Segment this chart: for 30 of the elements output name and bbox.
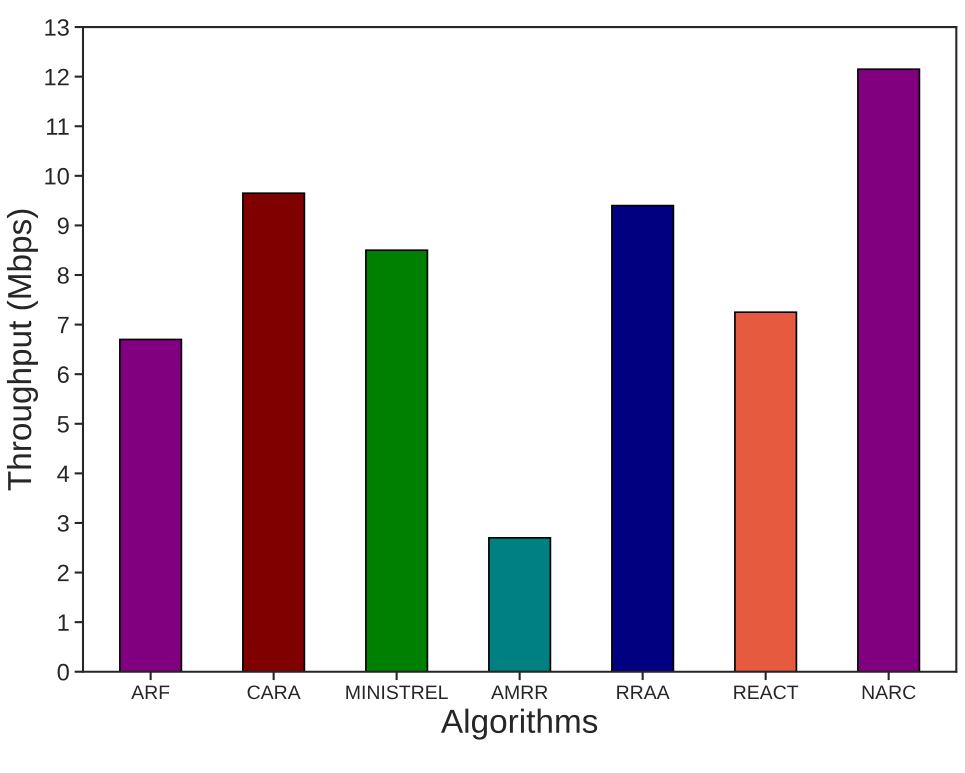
x-tick-label: CARA <box>248 685 301 700</box>
bar <box>119 338 182 672</box>
y-tick-label: 7 <box>58 316 69 334</box>
y-tick-label: 8 <box>58 267 69 284</box>
y-tick-label: 4 <box>57 466 70 482</box>
bar <box>242 192 306 672</box>
y-tick-label: 9 <box>58 217 69 234</box>
x-tick-label: MINISTREL <box>346 685 448 700</box>
y-tick-label: 1 <box>58 614 69 631</box>
y-tick-label: 10 <box>45 168 69 185</box>
bar <box>488 537 552 672</box>
x-tick-label: REACT <box>734 685 798 700</box>
x-tick-label: AMRR <box>491 686 548 700</box>
x-tick-label: NARC <box>862 685 916 700</box>
y-tick-label: 6 <box>58 366 69 383</box>
bar <box>611 204 674 672</box>
y-axis-title: Throughput (Mbps) <box>6 210 38 490</box>
y-tick-label: 11 <box>47 118 69 135</box>
y-tick-label: 13 <box>45 19 69 36</box>
y-tick-label: 12 <box>45 68 69 86</box>
bar <box>857 68 920 672</box>
y-tick-label: 2 <box>58 564 69 582</box>
y-tick-label: 3 <box>58 515 69 532</box>
y-tick-label: 0 <box>58 664 69 681</box>
x-axis-title: Algorithms <box>440 708 598 740</box>
x-tick-label: RRAA <box>617 686 670 700</box>
bar <box>734 311 798 672</box>
y-tick-label: 5 <box>58 416 69 433</box>
bar <box>365 249 428 672</box>
x-tick-label: ARF <box>131 686 170 700</box>
